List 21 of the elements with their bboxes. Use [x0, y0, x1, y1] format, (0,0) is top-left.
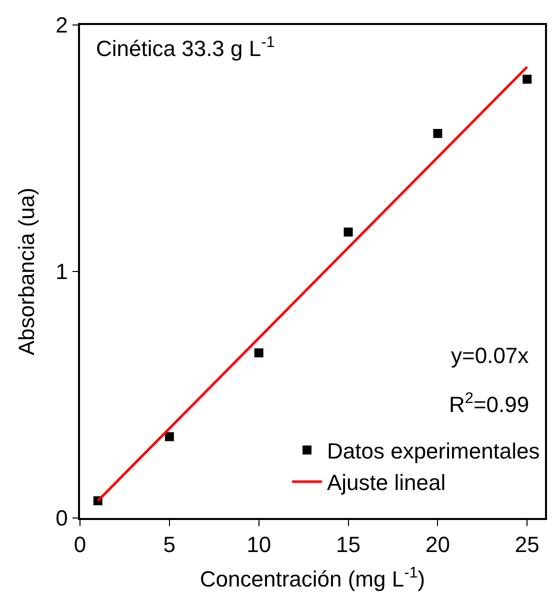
point [344, 228, 353, 237]
point [164, 432, 174, 442]
legend-label: Ajuste lineal [327, 470, 446, 496]
y-tick-label: 0 [56, 506, 68, 531]
x-tick-label: 10 [246, 532, 272, 558]
x-tick-label: 0 [74, 532, 86, 558]
y-tick-label: 1 [56, 259, 68, 284]
x-tick-label: 25 [514, 532, 540, 558]
point [433, 128, 442, 138]
x-tick-label: 15 [336, 532, 361, 558]
y-tick-label: 2 [56, 12, 68, 38]
x-tick-label: 5 [163, 532, 176, 558]
annotation: y=0.07x [451, 343, 529, 368]
y-axis-title: Absorbancia (ua) [14, 188, 39, 356]
x-tick-label: 20 [425, 532, 450, 558]
x-axis-title: Concentración (mg L$^{-1}$) [200, 564, 426, 592]
annotation: Cinética 33.3 g L$^{-1}$ [96, 34, 275, 62]
annotation: R$^{2}$=0.99 [449, 390, 530, 418]
legend-label: Datos experimentales [327, 438, 540, 464]
point [522, 74, 532, 84]
point [254, 348, 264, 358]
